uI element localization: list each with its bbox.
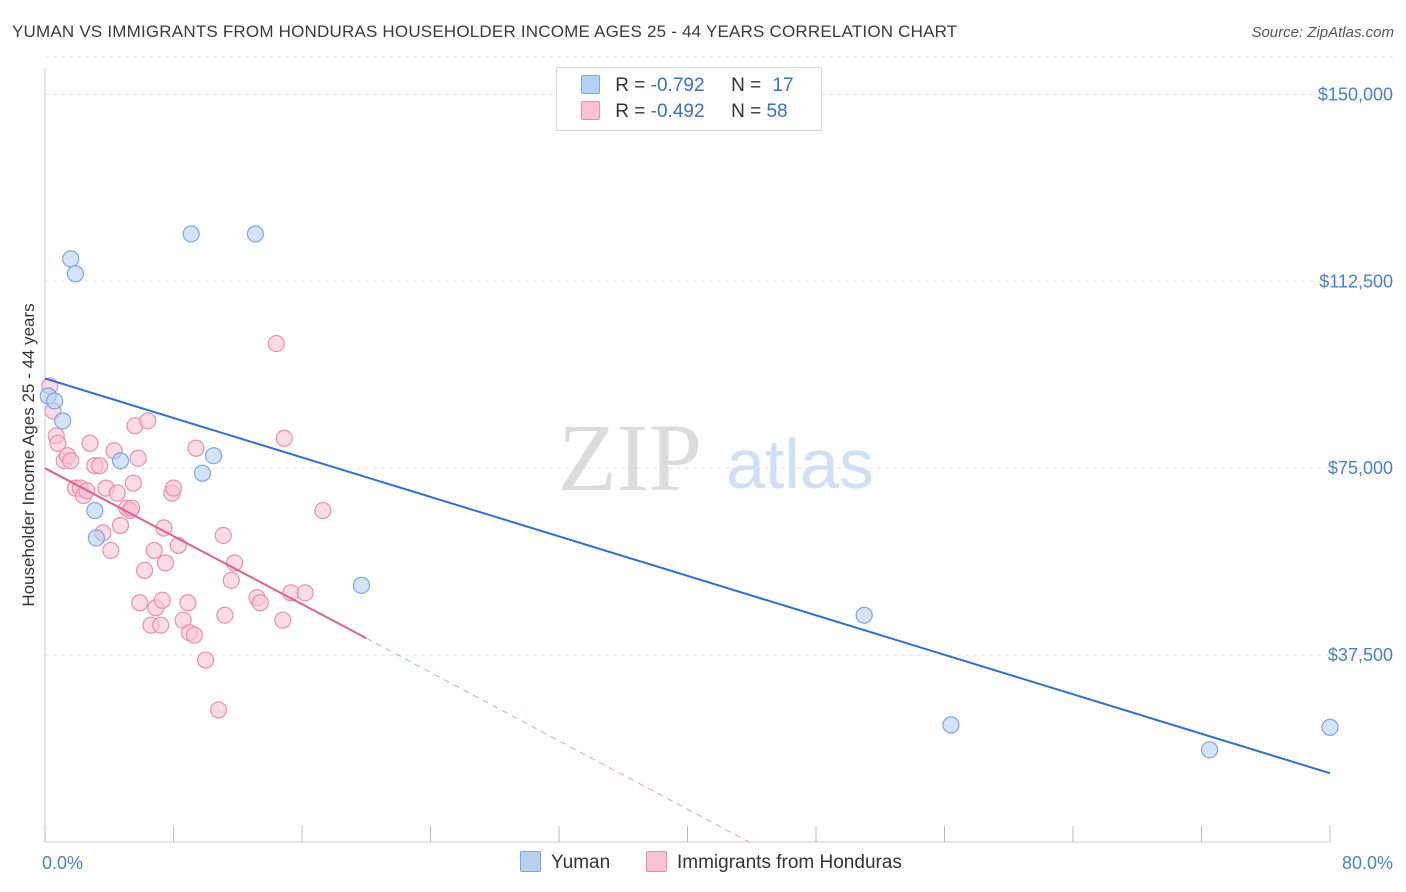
legend-r-value: -0.792 [650, 75, 705, 96]
honduras-point [62, 452, 80, 470]
legend-n-label: N = [731, 101, 767, 122]
honduras-point [156, 554, 175, 572]
honduras-point [129, 449, 147, 467]
y-tick-label: $75,000 [1328, 458, 1393, 478]
legend-r-value: -0.492 [650, 101, 705, 122]
yuman-point [46, 392, 64, 410]
honduras-point [155, 519, 173, 537]
correlation-legend: R = -0.792 N = 17 R = -0.492 N = 58 [556, 67, 822, 131]
yuman-point [182, 225, 200, 243]
yuman-point [942, 716, 960, 734]
x-tick-label-min: 0.0% [42, 853, 83, 873]
honduras-point [274, 611, 292, 629]
axes [44, 68, 1331, 843]
watermark-zip: ZIP [558, 404, 702, 511]
honduras-point [81, 434, 99, 452]
honduras-point [296, 584, 314, 602]
watermark: ZIP atlas [558, 404, 874, 511]
y-tick-label: $37,500 [1328, 645, 1393, 665]
series-legend: Yuman Immigrants from Honduras [0, 851, 1406, 877]
yuman-point [54, 412, 72, 430]
series-legend-yuman[interactable]: Yuman [520, 851, 610, 874]
y-axis-label: Householder Income Ages 25 - 44 years [19, 303, 38, 606]
yuman-point [855, 606, 873, 624]
legend-n-value: 58 [766, 101, 788, 122]
yuman-point [87, 529, 106, 547]
honduras-point [164, 479, 183, 497]
x-tick-label-max: 80.0% [1342, 853, 1393, 873]
tick-labels: $37,500 $75,000 $112,500 $150,000 0.0% 80.0% [42, 84, 1393, 873]
yuman-point [111, 452, 130, 470]
honduras-point [124, 474, 142, 492]
honduras-point [214, 526, 232, 545]
honduras-point [275, 429, 293, 447]
series-legend-honduras[interactable]: Immigrants from Honduras [646, 851, 902, 874]
data-points [39, 225, 1339, 759]
chart-source: Source: ZipAtlas.com [1251, 24, 1394, 41]
yuman-trend-line [44, 377, 1331, 775]
honduras-point [251, 594, 269, 612]
y-tick-label: $112,500 [1319, 271, 1393, 291]
yuman-point [193, 464, 212, 482]
honduras-point [152, 616, 170, 634]
legend-r-label: R = [615, 75, 651, 96]
honduras-point [111, 516, 130, 535]
honduras-point [179, 594, 197, 612]
yuman-point [246, 225, 265, 243]
legend-swatch-yuman [581, 75, 600, 94]
honduras-point [108, 484, 126, 502]
honduras-trend-extension [366, 637, 750, 843]
watermark-atlas: atlas [726, 425, 874, 503]
honduras-point [135, 561, 154, 579]
honduras-point [153, 591, 171, 609]
yuman-point [1321, 718, 1339, 736]
legend-n-value: 17 [772, 75, 794, 96]
y-tick-label: $150,000 [1318, 84, 1393, 104]
legend-swatch-honduras [581, 101, 600, 120]
honduras-point [185, 626, 203, 644]
honduras-trend-line [44, 467, 367, 640]
honduras-point [216, 606, 234, 624]
yuman-point [86, 501, 104, 520]
honduras-point [139, 412, 157, 430]
honduras-point [222, 571, 240, 589]
yuman-point [1200, 741, 1219, 759]
yuman-point [62, 250, 80, 268]
yuman-point [205, 447, 223, 465]
legend-row-yuman: R = -0.792 N = 17 [581, 75, 794, 99]
trend-lines [44, 377, 1331, 843]
honduras-point [267, 334, 285, 353]
series-legend-label-yuman: Yuman [551, 852, 611, 873]
series-legend-label-honduras: Immigrants from Honduras [677, 852, 902, 873]
yuman-point [66, 265, 85, 283]
series-legend-swatch-honduras [646, 851, 667, 872]
honduras-point [187, 439, 205, 457]
yuman-point [352, 576, 371, 594]
honduras-point [91, 457, 109, 475]
honduras-point [102, 541, 120, 560]
honduras-point [314, 501, 332, 520]
gridlines [45, 56, 1396, 656]
honduras-point [131, 594, 149, 612]
legend-n-label: N = [731, 75, 767, 96]
series-legend-swatch-yuman [520, 851, 541, 872]
honduras-point [197, 651, 215, 669]
honduras-point [145, 541, 163, 560]
legend-r-label: R = [615, 101, 651, 122]
honduras-point [49, 434, 67, 452]
chart-title: YUMAN VS IMMIGRANTS FROM HONDURAS HOUSEH… [12, 22, 958, 41]
legend-row-honduras: R = -0.492 N = 58 [581, 101, 788, 125]
honduras-point [209, 701, 228, 719]
